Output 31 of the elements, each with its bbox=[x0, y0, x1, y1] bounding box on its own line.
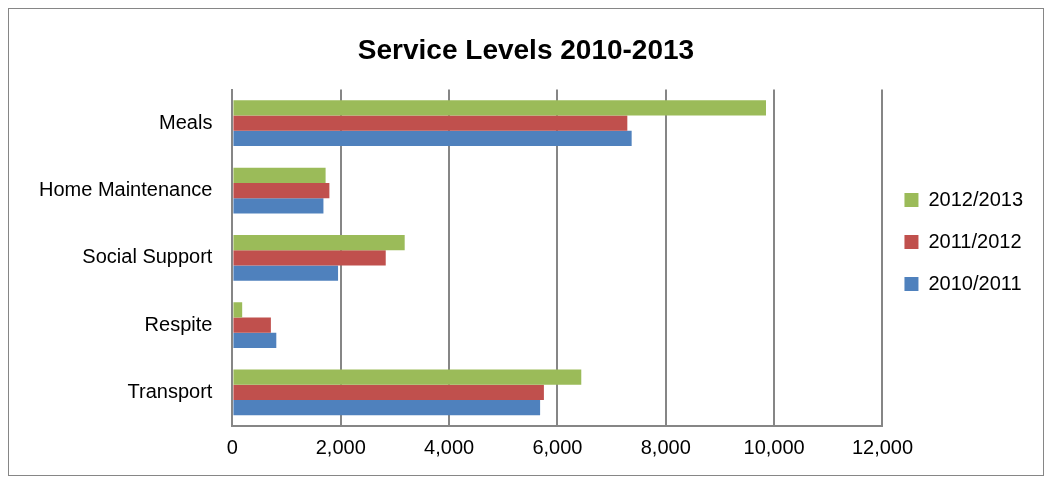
bar bbox=[233, 167, 326, 183]
y-tick-label: Transport bbox=[127, 379, 213, 402]
bar bbox=[233, 234, 405, 251]
bar bbox=[233, 100, 766, 116]
bar bbox=[233, 265, 339, 281]
x-tick-label: 8,000 bbox=[640, 435, 691, 458]
bar bbox=[233, 332, 277, 348]
y-tick-label: Meals bbox=[159, 110, 213, 133]
y-tick-label: Home Maintenance bbox=[38, 178, 213, 201]
bar bbox=[233, 384, 544, 400]
bar bbox=[233, 317, 271, 333]
legend-label: 2011/2012 bbox=[928, 229, 1022, 252]
bar bbox=[233, 198, 324, 214]
bar bbox=[233, 130, 632, 147]
bar bbox=[233, 115, 628, 131]
bar bbox=[233, 302, 243, 318]
bar bbox=[233, 250, 386, 266]
legend-label: 2012/2013 bbox=[928, 187, 1024, 210]
legend-label: 2010/2011 bbox=[928, 271, 1022, 294]
x-tick-label: 4,000 bbox=[424, 435, 475, 458]
x-tick-label: 12,000 bbox=[851, 435, 914, 458]
y-tick-label: Respite bbox=[144, 312, 213, 335]
y-tick-label: Social Support bbox=[82, 245, 213, 268]
x-tick-label: 0 bbox=[226, 435, 238, 458]
x-tick-label: 2,000 bbox=[315, 435, 366, 458]
bar bbox=[233, 369, 582, 385]
chart-title: Service Levels 2010-2013 bbox=[357, 33, 695, 65]
bar bbox=[233, 182, 330, 199]
x-tick-label: 6,000 bbox=[532, 435, 583, 458]
bar bbox=[233, 399, 541, 416]
x-tick-label: 10,000 bbox=[743, 435, 805, 458]
